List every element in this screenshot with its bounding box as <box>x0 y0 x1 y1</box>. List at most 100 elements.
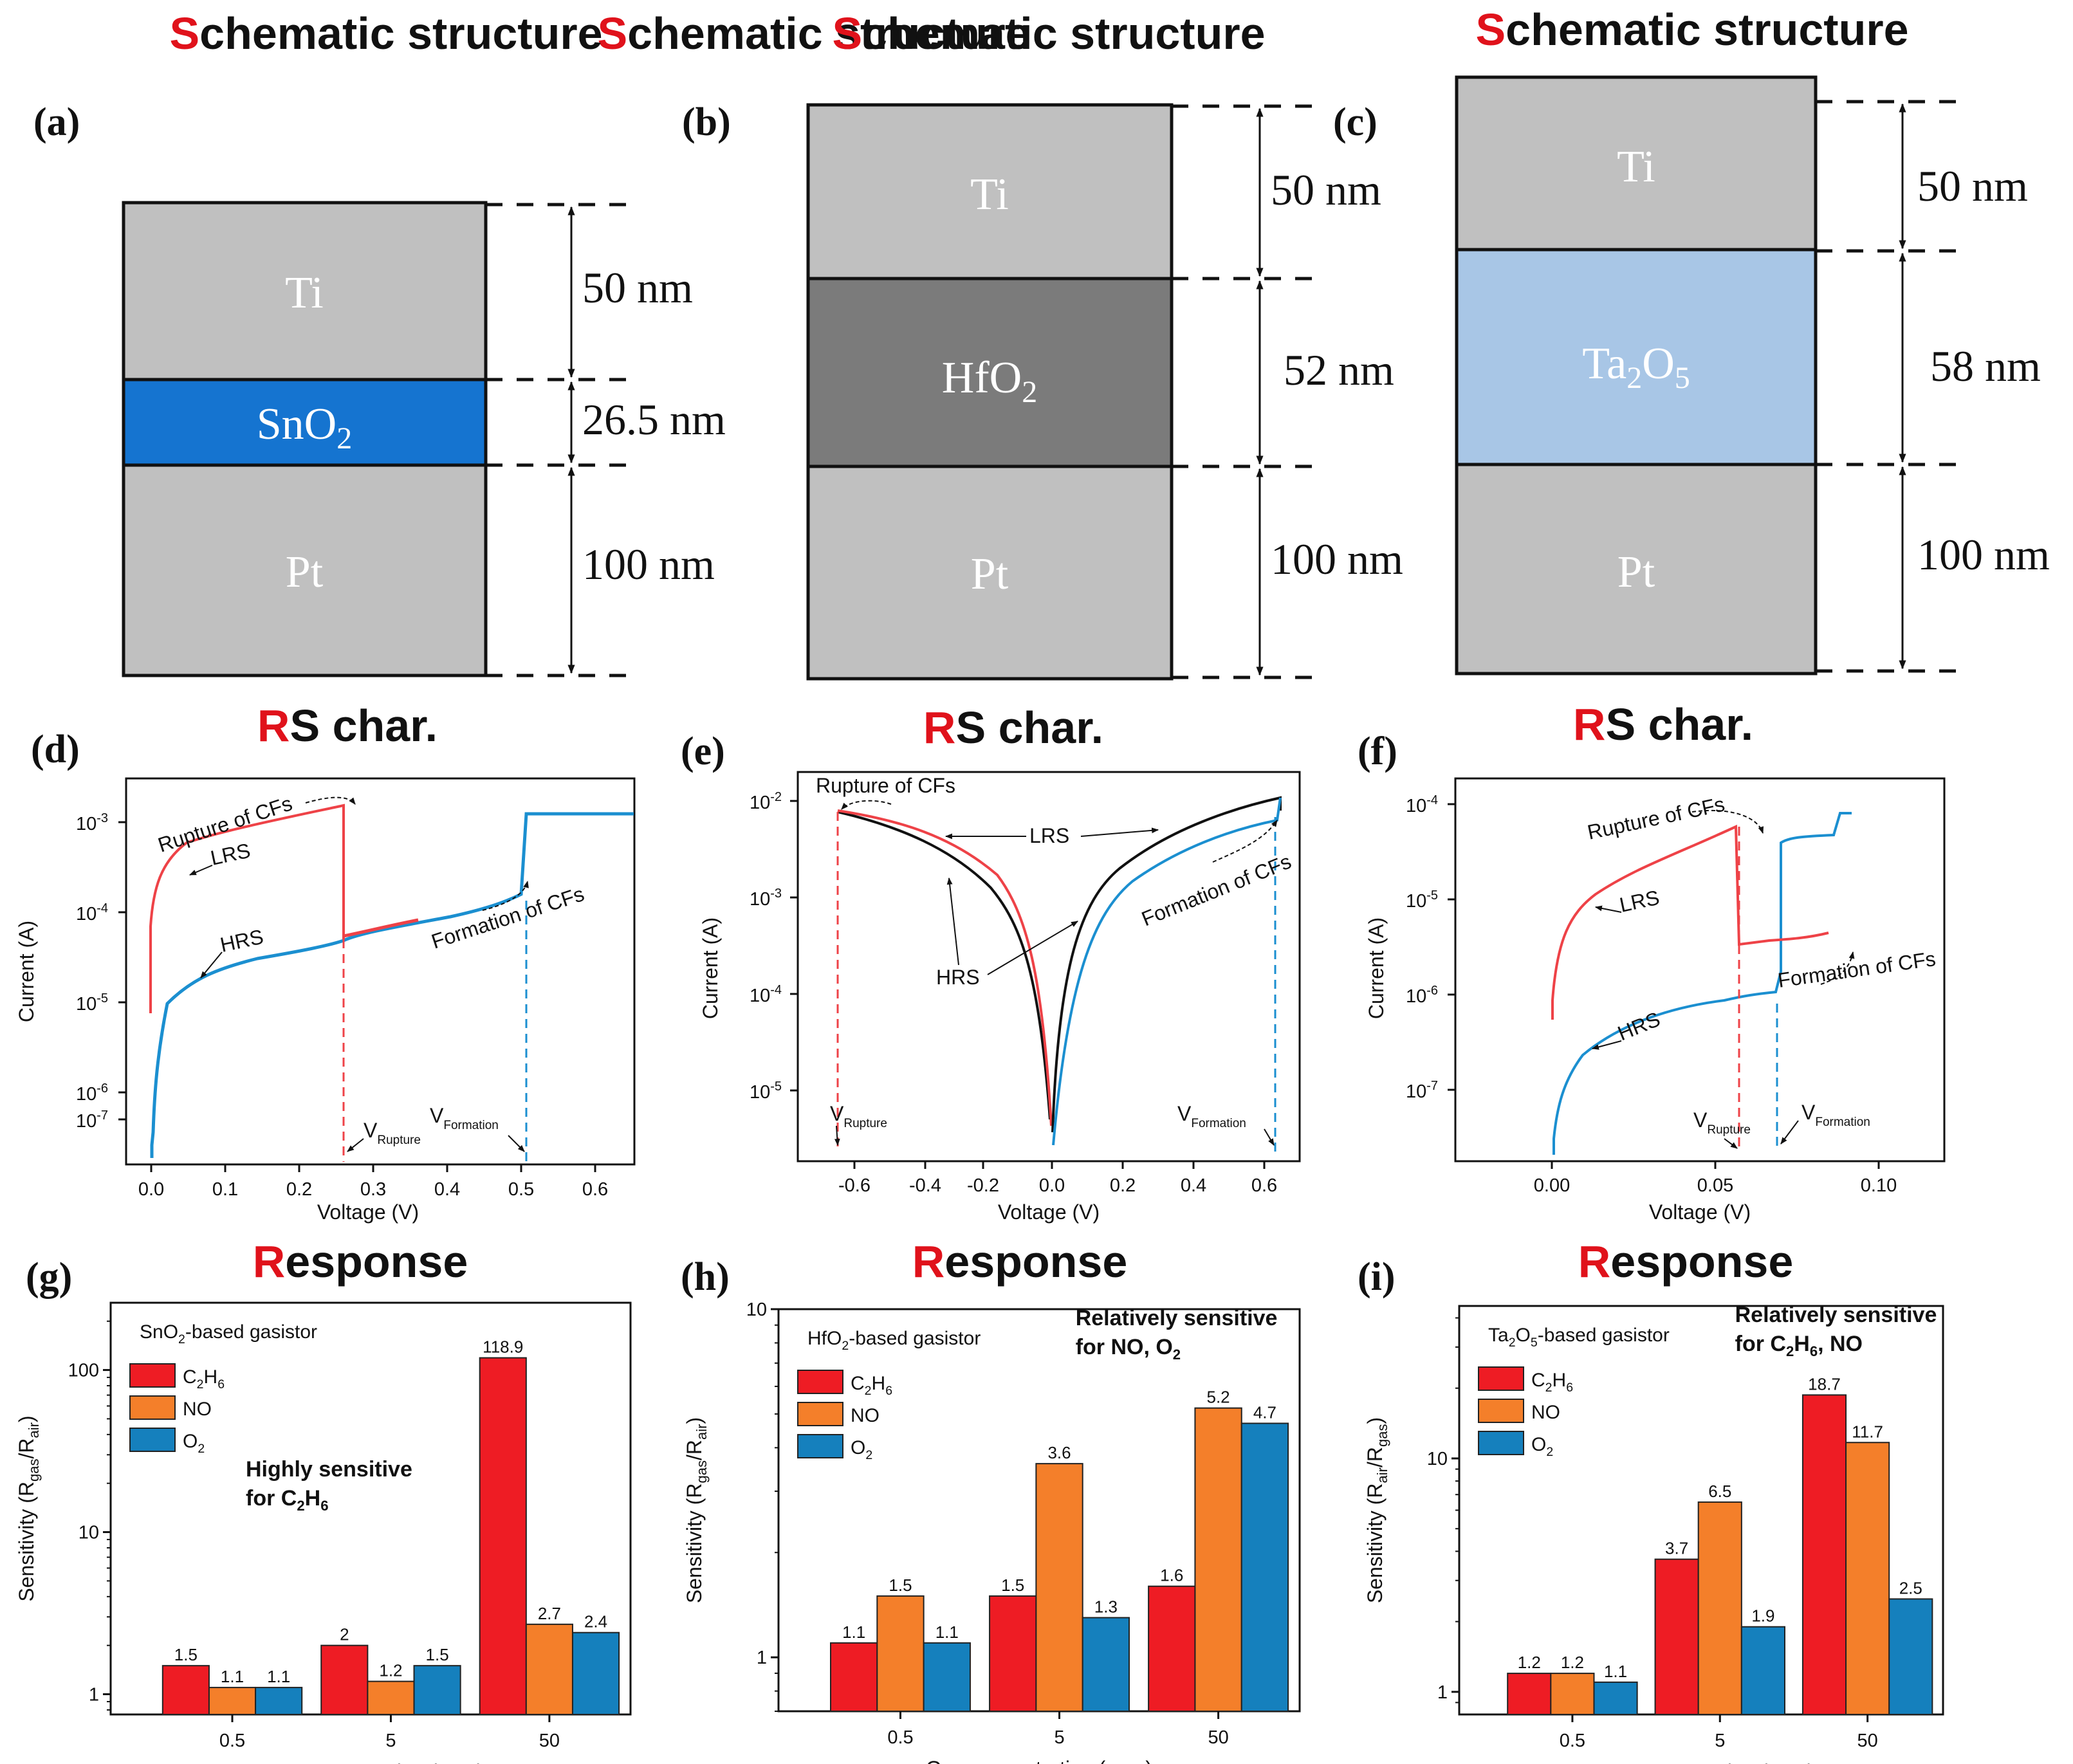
i-legend-swatch-1 <box>1478 1399 1524 1423</box>
i-bar-no-50 <box>1845 1442 1890 1716</box>
h-legend-swatch-2 <box>797 1434 843 1458</box>
plot-frame-d <box>125 777 636 1166</box>
i-bar-o2-0.5 <box>1593 1681 1638 1715</box>
d-hrs-curve <box>150 812 634 1158</box>
f-xtick-0: 0.00 <box>1534 1175 1570 1196</box>
i-legend-label-0: C2H6 <box>1531 1370 1573 1395</box>
f-xtick-2: 0.10 <box>1861 1175 1897 1196</box>
panel-b-title: Schematic structure <box>832 8 1265 59</box>
h-bar-o2-5 <box>1082 1617 1130 1712</box>
plot-frame-f <box>1454 777 1946 1162</box>
d-hrs-label: HRS <box>218 925 266 957</box>
i-bar-label: 1.2 <box>1561 1653 1584 1672</box>
f-hrs-curve <box>1552 812 1852 1155</box>
h-legend-label-0: C2H6 <box>851 1373 892 1398</box>
panel-i-title: Response <box>1578 1236 1794 1287</box>
i-legend-label-1: NO <box>1531 1402 1560 1423</box>
i-xtick-1: 5 <box>1715 1731 1725 1751</box>
h-bar-o2-50 <box>1240 1422 1289 1712</box>
g-ytick-2: 100 <box>68 1361 99 1381</box>
panel-d-label: (d) <box>31 728 80 771</box>
f-lrs-label: LRS <box>1617 886 1661 917</box>
e-xtick-4: 0.2 <box>1110 1175 1136 1196</box>
h-bar-c2h6-50 <box>1148 1585 1196 1712</box>
g-bar-o2-50 <box>571 1631 620 1715</box>
d-xtick-0: 0.0 <box>138 1179 164 1200</box>
dim-a1: 50 nm <box>582 263 693 312</box>
d-xtick-5: 0.5 <box>508 1179 534 1200</box>
g-legend-swatch-0 <box>129 1363 176 1388</box>
h-note-line2: for NO, O2 <box>1076 1335 1181 1363</box>
i-note-line2: for C2H6, NO <box>1735 1332 1863 1359</box>
structure-row: Schematic structure <box>597 8 1030 59</box>
i-bar-c2h6-5 <box>1654 1558 1699 1715</box>
panel-a: Schematic structure (a) Ti SnO2 Pt 50 nm… <box>33 8 726 677</box>
e-rupture-label: Rupture of CFs <box>816 774 955 797</box>
h-xtick-0: 0.5 <box>887 1727 913 1748</box>
e-hrs-arrow-left <box>946 877 959 966</box>
h-bar-label: 1.5 <box>889 1576 912 1595</box>
g-bar-c2h6-0.5 <box>161 1665 210 1715</box>
h-legend-swatch-0 <box>797 1370 843 1394</box>
h-chart-title: HfO2-based gasistor <box>807 1328 981 1353</box>
d-vrupture-label: VRupture <box>364 1119 421 1147</box>
plot-frame-e <box>797 771 1301 1162</box>
i-note-line1: Relatively sensitive <box>1735 1303 1937 1327</box>
i-bar-o2-5 <box>1740 1626 1785 1715</box>
i-legend-label-2: O2 <box>1531 1434 1553 1459</box>
sno2-label: SnO2 <box>257 400 352 455</box>
ta2o5-label: Ta2O5 <box>1582 339 1690 395</box>
panel-d-title: RS char. <box>257 701 438 751</box>
f-vrupture-arrow <box>1724 1138 1738 1149</box>
h-bar-label: 1.3 <box>1094 1597 1118 1617</box>
d-hrs-arrow <box>200 951 223 978</box>
h-bar-c2h6-5 <box>989 1595 1037 1713</box>
ti-label-a: Ti <box>285 268 324 318</box>
bar-chart-h: 1 10 1.1 1.5 1.1 0.5 1.5 3.6 1.3 5 1.6 5.2 4.7 50 Gas … <box>683 1300 1301 1764</box>
dim-dashes-b <box>1172 104 1313 679</box>
f-rupture-arrow <box>1691 809 1764 834</box>
g-ytick-0: 1 <box>89 1685 99 1705</box>
e-lrs-arrow-right <box>1080 827 1159 837</box>
g-bar-label: 2.4 <box>584 1612 607 1631</box>
panel-a-title: Schematic structure <box>169 8 602 59</box>
h-xlabel: Gas concentration (ppm) <box>926 1757 1152 1764</box>
d-ytick-1: 10-4 <box>76 901 108 924</box>
h-bar-c2h6-0.5 <box>830 1642 878 1713</box>
i-chart-title: Ta2O5-based gasistor <box>1488 1325 1670 1350</box>
ti-layer-c <box>1455 75 1818 252</box>
g-xtick-2: 50 <box>539 1731 560 1751</box>
dim-b1: 50 nm <box>1271 165 1381 214</box>
panel-f-label: (f) <box>1358 730 1397 773</box>
e-vformation-label: VFormation <box>1177 1102 1246 1130</box>
e-formation-arrow <box>1212 820 1278 863</box>
d-xtick-2: 0.2 <box>286 1179 312 1200</box>
h-bar-label: 1.1 <box>935 1622 959 1642</box>
g-bar-label: 1.1 <box>267 1667 290 1686</box>
e-ylabel: Current (A) <box>699 917 722 1019</box>
e-neg-black <box>837 811 1051 1120</box>
d-lrs-curve <box>149 804 345 1013</box>
d-ytick-3: 10-6 <box>76 1081 108 1105</box>
dim-a2: 26.5 nm <box>582 395 726 444</box>
g-bar-label: 1.5 <box>174 1645 198 1664</box>
hfo2-label: HfO2 <box>942 353 1037 409</box>
i-bar-label: 18.7 <box>1808 1374 1841 1393</box>
g-bar-c2h6-5 <box>320 1644 369 1715</box>
g-bar-o2-5 <box>413 1665 461 1715</box>
g-legend-label-2: O2 <box>183 1431 205 1456</box>
i-bar-label: 3.7 <box>1665 1539 1688 1558</box>
panel-e: RS char. (e) -0.6 -0.4 -0.2 0.0 0.2 0.4 … <box>681 703 1301 1224</box>
d-lrs-label: LRS <box>208 839 252 870</box>
g-bar-label: 1.5 <box>426 1645 449 1664</box>
f-ytick-1: 10-5 <box>1406 888 1438 912</box>
panel-h-label: (h) <box>681 1255 730 1299</box>
i-ytick-0: 1 <box>1437 1682 1448 1703</box>
bar-chart-g: 1 10 100 1.5 1.1 1.1 0.5 2 1.2 1.5 5 118.9 2.7 2.4 50 G… <box>15 1301 632 1764</box>
e-pos-black <box>1051 796 1282 1133</box>
i-legend-swatch-0 <box>1478 1366 1524 1391</box>
f-ytick-0: 10-4 <box>1406 793 1438 816</box>
panel-g-title: Response <box>253 1236 468 1287</box>
e-ytick-0: 10-2 <box>750 790 782 813</box>
